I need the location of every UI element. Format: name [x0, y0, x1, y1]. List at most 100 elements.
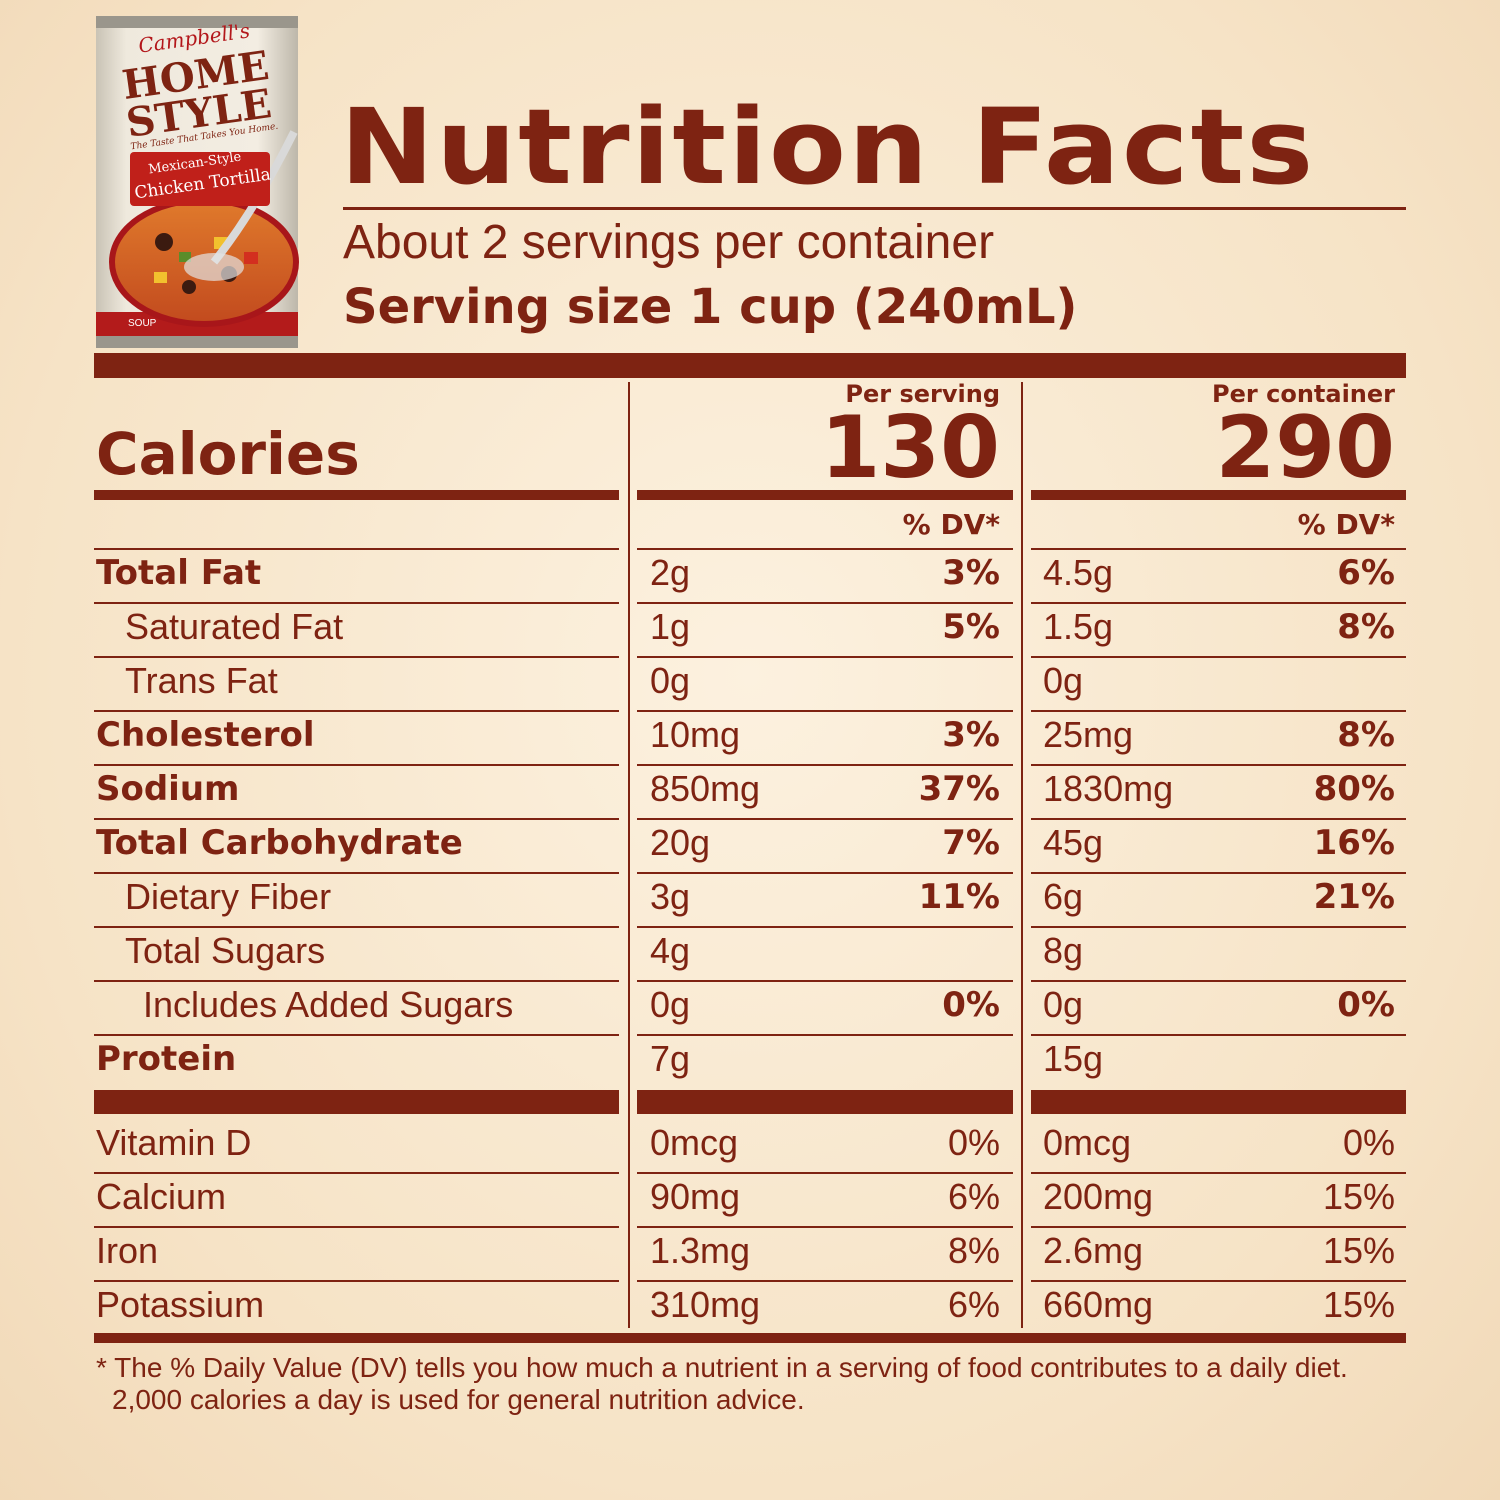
- table-row: Vitamin D 0mcg 0% 0mcg 0%: [0, 1119, 1500, 1173]
- nutrient-label: Cholesterol: [96, 715, 315, 755]
- amount-per-container: 1830mg: [1043, 768, 1174, 809]
- nutrient-label: Trans Fat: [125, 660, 278, 701]
- column-divider-2: [1021, 382, 1023, 1328]
- amount-per-container: 2.6mg: [1043, 1230, 1144, 1271]
- dv-per-container: 80%: [1313, 769, 1395, 809]
- dv-per-container: 0%: [1342, 1122, 1395, 1163]
- table-row: Dietary Fiber 3g 11% 6g 21%: [0, 873, 1500, 927]
- footnote-line-2: 2,000 calories a day is used for general…: [112, 1384, 805, 1415]
- dv-per-serving: 3%: [942, 715, 1000, 755]
- amount-per-serving: 10mg: [650, 714, 741, 755]
- per-container-header: Per container: [1212, 380, 1395, 408]
- dv-per-serving: 5%: [942, 607, 1000, 647]
- bottom-bar: [94, 1333, 1406, 1343]
- dv-per-container: [1195, 1035, 1395, 1089]
- dv-per-serving: 8%: [947, 1230, 1000, 1271]
- calories-label: Calories: [96, 420, 360, 488]
- amount-per-container: 0g: [1043, 660, 1084, 701]
- nutrient-label: Dietary Fiber: [125, 876, 332, 917]
- nutrient-label: Sodium: [96, 769, 240, 809]
- calories-bar-container: [1031, 490, 1406, 500]
- calories-bar-label: [94, 490, 619, 500]
- page-title: Nutrition Facts: [340, 86, 1316, 208]
- table-row: Trans Fat 0g 0g: [0, 657, 1500, 711]
- vitamin-label: Calcium: [96, 1176, 227, 1217]
- nutrient-label: Protein: [96, 1039, 237, 1079]
- table-row: Calcium 90mg 6% 200mg 15%: [0, 1173, 1500, 1227]
- amount-per-container: 660mg: [1043, 1284, 1154, 1325]
- table-row: Protein 7g 15g: [0, 1035, 1500, 1089]
- vitamin-label: Iron: [96, 1230, 159, 1271]
- calories-per-container: 290: [1215, 398, 1395, 498]
- amount-per-container: 0mcg: [1043, 1122, 1132, 1163]
- dv-per-container: 15%: [1322, 1284, 1395, 1325]
- amount-per-serving: 20g: [650, 822, 711, 863]
- amount-per-serving: 1g: [650, 606, 691, 647]
- amount-per-container: 200mg: [1043, 1176, 1154, 1217]
- dv-per-container: 16%: [1313, 823, 1395, 863]
- amount-per-container: 6g: [1043, 876, 1084, 917]
- top-thick-bar: [94, 353, 1406, 378]
- dv-per-container: 6%: [1337, 553, 1395, 593]
- dv-per-serving: [800, 657, 1000, 711]
- amount-per-serving: 850mg: [650, 768, 761, 809]
- amount-per-container: 4.5g: [1043, 552, 1114, 593]
- dv-header-serving: % DV*: [902, 508, 1000, 541]
- dv-per-serving: 11%: [918, 877, 1000, 917]
- dv-per-serving: 37%: [918, 769, 1000, 809]
- table-row: Total Fat 2g 3% 4.5g 6%: [0, 549, 1500, 603]
- amount-per-container: 1.5g: [1043, 606, 1114, 647]
- product-can-image: Campbell's HOME STYLE The Taste That Tak…: [94, 12, 300, 352]
- column-divider-1: [628, 382, 630, 1328]
- amount-per-serving: 3g: [650, 876, 691, 917]
- dv-header-container: % DV*: [1297, 508, 1395, 541]
- dv-footnote: * The % Daily Value (DV) tells you how m…: [96, 1352, 1348, 1416]
- servings-per-container: About 2 servings per container: [343, 216, 995, 269]
- vitamin-label: Potassium: [96, 1284, 265, 1325]
- vitamins-bar-serving: [637, 1090, 1013, 1114]
- nutrient-label: Total Sugars: [125, 930, 326, 971]
- dv-per-container: 8%: [1337, 715, 1395, 755]
- table-row: Potassium 310mg 6% 660mg 15%: [0, 1281, 1500, 1335]
- vitamin-label: Vitamin D: [96, 1122, 252, 1163]
- amount-per-serving: 1.3mg: [650, 1230, 751, 1271]
- nutrient-label: Total Carbohydrate: [96, 823, 463, 863]
- calories-bar-serving: [637, 490, 1013, 500]
- nutrient-label: Saturated Fat: [125, 606, 344, 647]
- amount-per-serving: 2g: [650, 552, 691, 593]
- amount-per-container: 0g: [1043, 984, 1084, 1025]
- dv-per-serving: 0%: [942, 985, 1000, 1025]
- dv-per-serving: 3%: [942, 553, 1000, 593]
- table-row: Iron 1.3mg 8% 2.6mg 15%: [0, 1227, 1500, 1281]
- table-row: Total Sugars 4g 8g: [0, 927, 1500, 981]
- vitamins-bar-container: [1031, 1090, 1406, 1114]
- table-row: Total Carbohydrate 20g 7% 45g 16%: [0, 819, 1500, 873]
- can-category: SOUP: [128, 318, 157, 329]
- dv-per-container: [1195, 657, 1395, 711]
- table-row: Saturated Fat 1g 5% 1.5g 8%: [0, 603, 1500, 657]
- dv-per-serving: 7%: [942, 823, 1000, 863]
- amount-per-container: 25mg: [1043, 714, 1134, 755]
- amount-per-serving: 4g: [650, 930, 691, 971]
- serving-size: Serving size 1 cup (240mL): [343, 279, 1078, 335]
- amount-per-serving: 7g: [650, 1038, 691, 1079]
- dv-per-container: 21%: [1313, 877, 1395, 917]
- amount-per-serving: 90mg: [650, 1176, 741, 1217]
- amount-per-container: 8g: [1043, 930, 1084, 971]
- table-row: Sodium 850mg 37% 1830mg 80%: [0, 765, 1500, 819]
- table-row: Includes Added Sugars 0g 0% 0g 0%: [0, 981, 1500, 1035]
- dv-per-serving: [800, 927, 1000, 981]
- dv-per-serving: 6%: [947, 1284, 1000, 1325]
- amount-per-container: 15g: [1043, 1038, 1104, 1079]
- title-divider: [343, 207, 1406, 210]
- per-serving-header: Per serving: [845, 380, 1000, 408]
- dv-per-serving: 0%: [947, 1122, 1000, 1163]
- vitamins-bar-label: [94, 1090, 619, 1114]
- dv-per-container: 15%: [1322, 1230, 1395, 1271]
- calories-per-serving: 130: [820, 398, 1000, 498]
- amount-per-serving: 310mg: [650, 1284, 761, 1325]
- nutrient-label: Includes Added Sugars: [143, 984, 514, 1025]
- table-row: Cholesterol 10mg 3% 25mg 8%: [0, 711, 1500, 765]
- amount-per-container: 45g: [1043, 822, 1104, 863]
- footnote-line-1: * The % Daily Value (DV) tells you how m…: [96, 1352, 1348, 1383]
